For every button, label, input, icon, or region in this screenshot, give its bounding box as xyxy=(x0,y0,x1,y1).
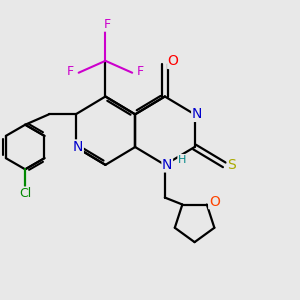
Text: F: F xyxy=(103,18,110,31)
Text: O: O xyxy=(168,54,178,68)
Text: N: N xyxy=(162,158,172,172)
Text: F: F xyxy=(67,65,74,78)
Text: S: S xyxy=(227,158,236,172)
Text: Cl: Cl xyxy=(19,187,31,200)
Text: O: O xyxy=(209,194,220,208)
Text: H: H xyxy=(178,154,186,164)
Text: N: N xyxy=(73,140,83,154)
Text: F: F xyxy=(137,65,144,78)
Text: N: N xyxy=(192,107,202,121)
